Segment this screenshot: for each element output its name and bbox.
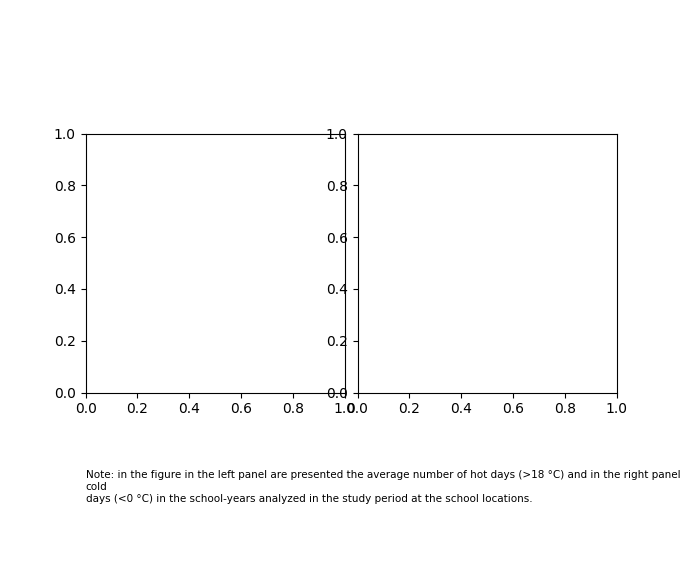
Text: Note: in the figure in the left panel are presented the average number of hot da: Note: in the figure in the left panel ar… bbox=[86, 470, 680, 503]
